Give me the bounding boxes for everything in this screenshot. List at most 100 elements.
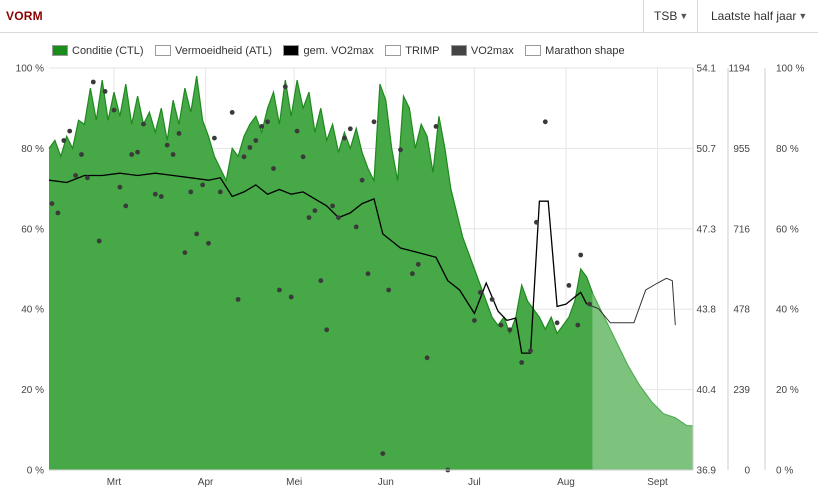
- vo2max-point: [102, 89, 108, 94]
- vo2max-point: [259, 124, 265, 129]
- vo2max-point: [359, 177, 365, 183]
- vo2max-point: [300, 154, 306, 160]
- period-dropdown[interactable]: Laatste half jaar ▼: [697, 0, 818, 32]
- vo2max-point: [312, 208, 318, 214]
- vo2max-point: [206, 240, 211, 246]
- legend-label: Vermoeidheid (ATL): [174, 44, 272, 57]
- vo2max-point: [336, 215, 341, 221]
- vo2max-point: [347, 126, 353, 132]
- vo2max-point: [49, 201, 55, 207]
- vo2max-point: [371, 119, 377, 125]
- vo2max-point: [519, 360, 525, 365]
- chevron-down-icon: ▼: [798, 11, 808, 21]
- vo2max-point: [188, 189, 194, 195]
- avg-vo2max-forecast-line: [586, 277, 676, 326]
- vo2max-point: [410, 271, 415, 277]
- vo2max-point: [477, 290, 483, 295]
- condition-line: [48, 75, 594, 336]
- vo2max-point: [566, 283, 572, 288]
- vo2max-point: [578, 252, 584, 258]
- legend-label: gem. VO2max: [303, 44, 374, 57]
- vo2max-point: [235, 297, 241, 302]
- legend-swatch: [154, 44, 171, 56]
- vo2max-point: [265, 119, 270, 125]
- vo2max-point: [306, 215, 312, 221]
- vo2max-point: [79, 152, 84, 157]
- vo2max-point: [324, 327, 330, 333]
- vo2max-point: [415, 261, 421, 267]
- vo2max-point: [182, 250, 188, 256]
- vo2max-point: [380, 451, 386, 456]
- vo2max-point: [542, 119, 548, 125]
- y-tick-label: 100 %: [776, 64, 804, 75]
- vo2max-point: [554, 320, 560, 326]
- legend-swatch: [385, 44, 402, 56]
- metric-dropdown[interactable]: TSB ▼: [643, 0, 697, 32]
- y-tick-label: 716: [733, 224, 750, 235]
- vo2max-point: [123, 203, 129, 209]
- legend-item-condition[interactable]: Conditie (CTL): [52, 44, 144, 57]
- vo2max-point: [433, 124, 439, 129]
- vo2max-point: [217, 189, 223, 195]
- legend-label: VO2max: [470, 44, 514, 57]
- vo2max-point: [73, 173, 78, 178]
- vo2max-point: [158, 194, 164, 199]
- x-tick-label: Jun: [378, 477, 394, 488]
- legend-item-trimp[interactable]: TRIMP: [385, 44, 439, 57]
- vo2max-point: [111, 107, 117, 113]
- vo2max-point: [534, 219, 539, 225]
- condition-area: [49, 76, 593, 470]
- legend-item-avg-vo2max[interactable]: gem. VO2max: [283, 44, 374, 57]
- y-tick-label: 0 %: [776, 466, 793, 477]
- vo2max-point: [194, 231, 200, 237]
- y-tick-label: 0 %: [27, 466, 44, 477]
- vo2max-point: [90, 79, 96, 85]
- x-tick-label: Jul: [468, 477, 481, 488]
- y-tick-label: 100 %: [16, 64, 44, 75]
- vo2max-point: [386, 287, 392, 293]
- vo2max-point: [288, 294, 294, 300]
- y-tick-label: 50.7: [697, 144, 717, 155]
- y-tick-label: 20 %: [21, 385, 44, 396]
- y-tick-label: 43.8: [697, 305, 717, 316]
- vo2max-point: [200, 182, 206, 188]
- vo2max-point: [507, 327, 513, 333]
- vo2max-point: [170, 152, 176, 157]
- legend-label: Marathon shape: [545, 44, 625, 57]
- y-tick-label: 36.9: [697, 466, 717, 477]
- vo2max-point: [247, 145, 253, 150]
- vo2max-point: [129, 152, 135, 157]
- vo2max-point: [67, 128, 73, 134]
- vo2max-point: [342, 135, 347, 141]
- vo2max-point: [96, 238, 102, 244]
- legend-label: Conditie (CTL): [72, 44, 144, 57]
- legend-item-fatigue[interactable]: Vermoeidheid (ATL): [154, 44, 272, 57]
- y-tick-label: 955: [733, 144, 750, 155]
- legend-item-vo2max[interactable]: VO2max: [450, 44, 514, 57]
- vo2max-point: [318, 278, 324, 284]
- y-tick-label: 40.4: [697, 385, 717, 396]
- y-tick-label: 47.3: [697, 224, 717, 235]
- vo2max-point: [587, 301, 592, 307]
- widget-header: VORM TSB ▼ Laatste half jaar ▼: [0, 0, 818, 33]
- legend-swatch: [52, 44, 68, 56]
- x-tick-label: Mei: [286, 477, 302, 488]
- y-tick-label: 20 %: [776, 385, 799, 396]
- x-tick-label: Mrt: [107, 477, 122, 488]
- vo2max-point: [61, 138, 67, 143]
- vo2max-point: [528, 348, 533, 354]
- vo2max-point: [152, 191, 158, 197]
- avg-vo2max-line: [48, 172, 588, 354]
- y-tick-label: 80 %: [21, 144, 44, 155]
- vo2max-point: [498, 322, 504, 328]
- legend-item-marathon-shape[interactable]: Marathon shape: [525, 44, 625, 57]
- widget-title: VORM: [6, 9, 43, 23]
- y-tick-label: 54.1: [697, 64, 717, 75]
- vo2max-point: [212, 135, 217, 141]
- vo2max-point: [294, 128, 300, 134]
- vo2max-point: [424, 355, 430, 361]
- x-tick-label: Aug: [557, 477, 575, 488]
- metric-dropdown-label: TSB: [654, 9, 678, 23]
